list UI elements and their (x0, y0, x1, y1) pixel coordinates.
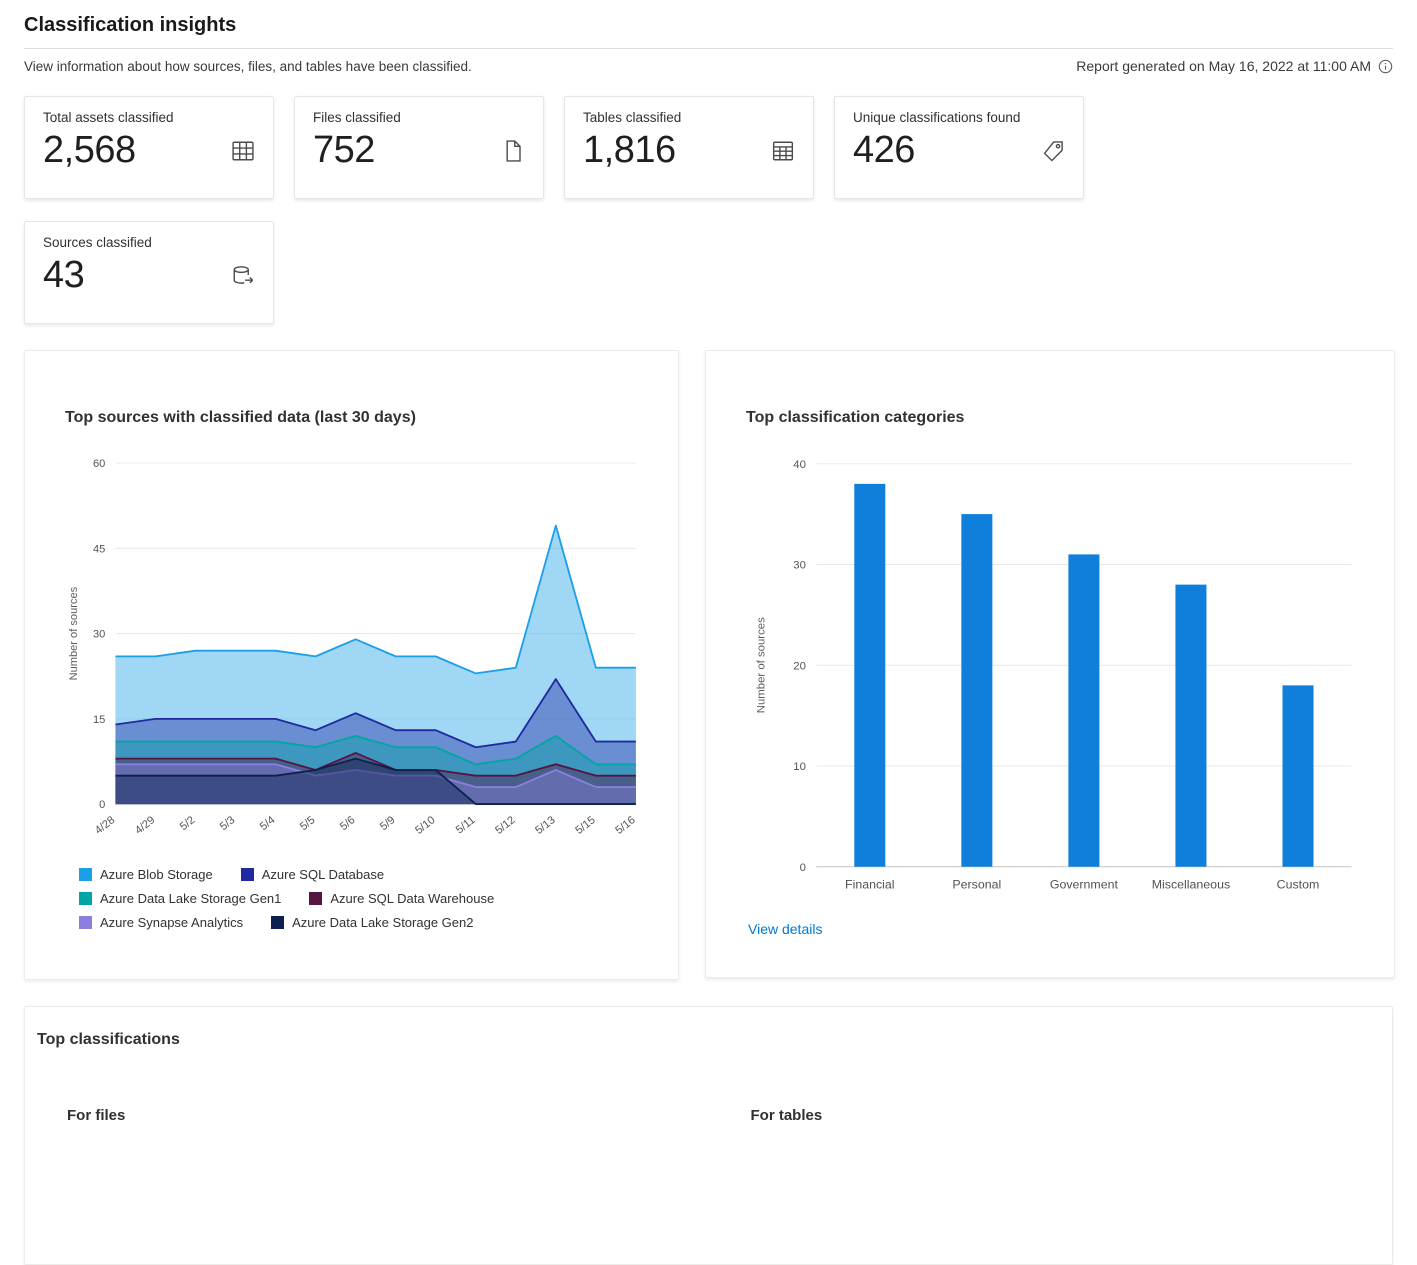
charts-row: Top sources with classified data (last 3… (0, 350, 1417, 980)
page-header: Classification insights View information… (0, 0, 1417, 74)
card-value: 1,816 (583, 129, 676, 171)
svg-text:60: 60 (93, 458, 105, 470)
svg-text:5/4: 5/4 (258, 814, 278, 833)
svg-text:5/11: 5/11 (454, 814, 478, 836)
kpi-card-total-assets: Total assets classified 2,568 (24, 96, 274, 199)
svg-text:5/13: 5/13 (533, 814, 557, 837)
svg-text:5/15: 5/15 (573, 814, 597, 837)
database-source-icon (229, 262, 257, 290)
svg-text:0: 0 (800, 862, 806, 874)
legend-item: Azure Data Lake Storage Gen1 (79, 891, 281, 906)
svg-text:0: 0 (99, 799, 105, 811)
kpi-card-tables: Tables classified 1,816 (564, 96, 814, 199)
card-label: Sources classified (43, 235, 152, 250)
svg-text:Custom: Custom (1277, 877, 1320, 891)
top-classifications-title: Top classifications (37, 1031, 180, 1048)
view-details-link[interactable]: View details (748, 921, 823, 938)
card-value: 43 (43, 254, 85, 296)
legend-item: Azure SQL Database (240, 866, 385, 882)
legend-label: Azure SQL Database (261, 866, 385, 882)
svg-text:5/12: 5/12 (493, 814, 517, 837)
legend-label: Azure SQL Data Warehouse (330, 890, 495, 906)
svg-text:5/9: 5/9 (378, 814, 398, 833)
legend-label: Azure Blob Storage (100, 866, 213, 882)
svg-text:30: 30 (93, 629, 105, 641)
legend-item: Azure SQL Data Warehouse (309, 891, 494, 906)
for-files-title: For files (67, 1107, 126, 1124)
card-value: 2,568 (43, 129, 136, 171)
kpi-cards-row-1: Total assets classified 2,568 Files clas… (0, 96, 1417, 199)
top-classifications-panel: Top classifications For files For tables (24, 1006, 1393, 1265)
sources-area-chart: 0 15 30 45 60 Number of sources 4/28 4/29 5/2 5/3… (68, 458, 638, 837)
legend-item: Azure Data Lake Storage Gen2 (271, 915, 473, 930)
svg-text:20: 20 (793, 660, 806, 672)
svg-text:15: 15 (93, 714, 105, 726)
for-tables-section: For tables (709, 1107, 1393, 1124)
card-label: Total assets classified (43, 110, 174, 125)
svg-text:Number of sources: Number of sources (68, 586, 80, 680)
svg-text:Government: Government (1050, 877, 1119, 891)
svg-text:Miscellaneous: Miscellaneous (1152, 877, 1230, 891)
svg-text:5/6: 5/6 (338, 814, 358, 833)
svg-text:Number of sources: Number of sources (756, 617, 768, 713)
svg-text:5/16: 5/16 (613, 814, 637, 837)
kpi-card-unique-classifications: Unique classifications found 426 (834, 96, 1084, 199)
report-generated-text: Report generated on May 16, 2022 at 11:0… (1076, 58, 1371, 74)
legend-swatch (271, 915, 285, 929)
table-cells-icon (769, 137, 797, 165)
card-label: Files classified (313, 110, 401, 125)
card-value: 752 (313, 129, 375, 171)
svg-text:5/5: 5/5 (298, 814, 318, 833)
card-label: Unique classifications found (853, 110, 1021, 125)
legend-swatch (240, 867, 254, 881)
card-value: 426 (853, 129, 915, 171)
card-label: Tables classified (583, 110, 682, 125)
svg-text:10: 10 (793, 761, 806, 773)
legend-swatch (309, 891, 323, 905)
svg-text:5/3: 5/3 (218, 814, 238, 833)
kpi-cards-row-2: Sources classified 43 (0, 221, 1417, 324)
for-tables-title: For tables (750, 1107, 823, 1124)
legend-item: Azure Synapse Analytics (79, 915, 243, 930)
legend-swatch (79, 915, 92, 929)
svg-text:40: 40 (793, 459, 806, 471)
svg-text:Personal: Personal (952, 877, 1001, 891)
page-title: Classification insights (24, 14, 237, 36)
kpi-card-sources: Sources classified 43 (24, 221, 274, 324)
sources-chart-title: Top sources with classified data (last 3… (65, 409, 416, 426)
svg-text:Financial: Financial (845, 877, 895, 891)
kpi-card-files: Files classified 752 (294, 96, 544, 199)
classification-tag-icon (1039, 137, 1067, 165)
file-icon (499, 137, 527, 165)
chart-legend: Azure Blob Storage Azure SQL Database Az… (79, 867, 584, 939)
svg-text:4/28: 4/28 (93, 814, 117, 837)
header-divider (24, 48, 1393, 49)
svg-text:5/10: 5/10 (413, 814, 437, 837)
info-icon[interactable] (1378, 59, 1393, 74)
for-files-section: For files (25, 1107, 709, 1124)
sources-chart-panel: Top sources with classified data (last 3… (24, 350, 679, 980)
legend-label: Azure Data Lake Storage Gen1 (100, 890, 282, 906)
legend-swatch (79, 891, 92, 905)
svg-text:45: 45 (93, 543, 105, 555)
legend-swatch (79, 867, 92, 881)
svg-text:5/2: 5/2 (178, 814, 198, 833)
svg-text:4/29: 4/29 (133, 814, 157, 837)
legend-label: Azure Data Lake Storage Gen2 (292, 914, 474, 930)
table-grid-icon (229, 137, 257, 165)
categories-chart-panel: Top classification categories 0 10 20 30 40 N… (705, 350, 1395, 978)
legend-item: Azure Blob Storage (79, 867, 213, 882)
categories-bar-chart: 0 10 20 30 40 Number of sources Financial Perso… (756, 459, 1352, 891)
categories-chart-title: Top classification categories (746, 409, 965, 426)
legend-label: Azure Synapse Analytics (100, 914, 244, 930)
page-subtitle: View information about how sources, file… (24, 58, 472, 74)
svg-text:30: 30 (793, 560, 806, 572)
